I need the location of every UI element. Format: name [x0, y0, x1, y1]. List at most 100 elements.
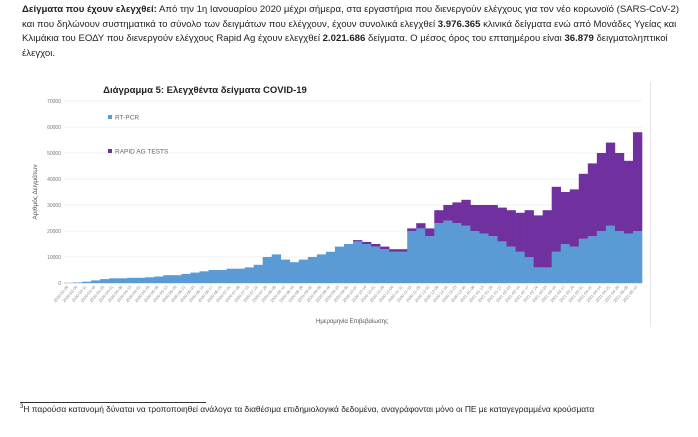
legend-swatch-rapid: [108, 149, 112, 153]
bar-rtpcr: [172, 275, 182, 283]
y-tick-label: 30000: [47, 203, 61, 209]
bar-rtpcr: [343, 244, 354, 283]
bar-rapid: [398, 249, 408, 252]
bar-rtpcr: [425, 236, 435, 283]
bar-rtpcr: [109, 278, 119, 283]
bar-rapid: [542, 210, 552, 268]
chart-title: Διάγραμμα 5: Ελεγχθέντα δείγματα COVID-1…: [103, 85, 307, 96]
bar-rapid: [506, 210, 516, 247]
bar-rtpcr: [145, 277, 155, 283]
bar-rtpcr: [199, 271, 209, 283]
bar-rtpcr: [163, 275, 173, 283]
footnote-text: Η παρούσα κατανομή δύναται να τροποποιηθ…: [23, 404, 595, 414]
paragraph-text: δειγματοληπτικοί έλεγχοι.: [22, 33, 668, 59]
y-axis-label: Αριθμός Δειγμάτων: [31, 164, 39, 219]
bar-rapid: [353, 240, 363, 242]
bar-rapid: [389, 249, 399, 252]
bar-rtpcr: [298, 259, 309, 283]
bar-rtpcr: [244, 267, 254, 283]
bar-rapid: [551, 186, 562, 252]
bar-rtpcr: [127, 277, 137, 283]
bar-rapid: [605, 142, 616, 226]
bar-rtpcr: [118, 278, 128, 283]
bar-rtpcr: [407, 231, 417, 283]
bar-rapid: [416, 223, 426, 229]
bar-rtpcr: [226, 268, 236, 283]
bar-rtpcr: [470, 231, 480, 283]
bar-rtpcr: [271, 254, 282, 283]
bar-rapid: [596, 153, 607, 231]
tests-paragraph: Δείγματα που έχουν ελεγχθεί: Από την 1η …: [22, 3, 686, 61]
bar-rapid: [497, 207, 507, 242]
bar-rapid: [614, 153, 625, 231]
bar-rapid: [578, 173, 589, 239]
bar-rtpcr: [289, 262, 300, 283]
chart-svg: Διάγραμμα 5: Ελεγχθέντα δείγματα COVID-1…: [31, 85, 643, 325]
bar-rtpcr: [262, 257, 273, 283]
bar-rtpcr: [316, 254, 327, 283]
bar-rtpcr: [515, 251, 525, 283]
bar-rtpcr: [208, 270, 218, 283]
bar-rtpcr: [371, 246, 381, 283]
bar-rtpcr: [506, 246, 516, 283]
bar-rapid: [533, 215, 543, 268]
bar-rtpcr: [235, 268, 245, 283]
bar-rtpcr: [100, 279, 110, 283]
y-tick-label: 10000: [47, 255, 61, 261]
bar-rapid: [362, 241, 372, 244]
bar-rtpcr: [334, 246, 345, 283]
bar-rtpcr: [632, 231, 643, 283]
bar-rapid: [560, 192, 571, 244]
bar-rtpcr: [325, 251, 336, 283]
bar-rtpcr: [73, 282, 83, 283]
bar-rapid: [569, 189, 580, 247]
bar-rtpcr: [605, 225, 616, 283]
paragraph-text: κλινικά δείγματα ενώ από Μονάδες Υγείας …: [22, 18, 677, 45]
bar-rtpcr: [443, 220, 453, 283]
bar-rtpcr: [82, 281, 92, 283]
bar-rtpcr: [389, 251, 399, 283]
bar-rtpcr: [479, 233, 489, 283]
bar-rtpcr: [434, 223, 444, 283]
legend-label-rtpcr: RT-PCR: [115, 115, 139, 122]
bar-rtpcr: [569, 246, 580, 283]
y-tick-label: 40000: [47, 177, 61, 183]
bar-rtpcr: [587, 236, 598, 283]
legend-label-rapid: RAPID AG TESTS: [115, 149, 169, 156]
bar-rtpcr: [181, 273, 191, 283]
legend: RT-PCR RAPID AG TESTS: [108, 115, 169, 156]
bar-rtpcr: [380, 249, 390, 283]
bar-rapid: [470, 205, 480, 231]
bar-rtpcr: [362, 244, 372, 283]
bar-rtpcr: [91, 280, 101, 283]
bar-rtpcr: [217, 270, 227, 283]
bar-rapid: [488, 205, 498, 237]
bar-rtpcr: [136, 277, 146, 283]
total-rapid: 2.021.686: [322, 33, 366, 44]
bar-rapid: [587, 163, 598, 237]
bar-rapid: [452, 202, 462, 224]
bar-rtpcr: [596, 231, 607, 283]
bar-rtpcr: [614, 231, 625, 283]
footnote-divider: [20, 402, 206, 403]
bar-rtpcr: [623, 233, 634, 283]
x-axis-label: Ημερομηνία Επιβεβαίωσης: [316, 319, 388, 325]
bar-rapid: [380, 246, 390, 250]
bar-rtpcr: [154, 276, 164, 283]
bar-rtpcr: [578, 238, 589, 283]
tests-chart: Διάγραμμα 5: Ελεγχθέντα δείγματα COVID-1…: [30, 82, 651, 327]
bar-rtpcr: [542, 267, 552, 283]
bar-rapid: [515, 212, 525, 252]
y-tick-label: 50000: [47, 151, 61, 157]
bar-rapid: [524, 210, 534, 257]
total-pcr: 3.976.365: [437, 18, 481, 30]
paragraph-lead: Δείγματα που έχουν ελεγχθεί:: [22, 4, 157, 15]
bar-rtpcr: [497, 241, 507, 283]
bar-rtpcr: [452, 223, 462, 283]
bar-rapid: [443, 205, 453, 221]
bar-rtpcr: [353, 241, 363, 283]
y-tick-label: 70000: [47, 99, 61, 105]
bar-rtpcr: [551, 251, 562, 283]
bar-rtpcr: [488, 236, 498, 283]
bar-rtpcr: [560, 244, 571, 283]
